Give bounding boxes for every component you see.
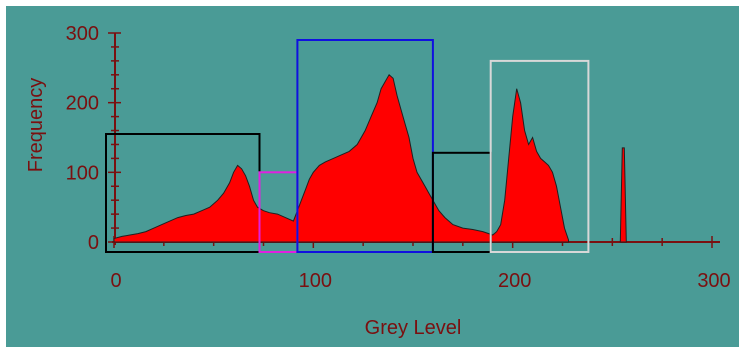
- y-tick-label-300: 300: [66, 23, 99, 45]
- y-axis-title: Frequency: [25, 78, 47, 173]
- x-tick-label-100: 100: [299, 270, 332, 292]
- histogram-series-0: [113, 74, 569, 243]
- x-axis-title: Grey Level: [365, 317, 462, 339]
- y-tick-label-0: 0: [88, 232, 99, 254]
- y-tick-label-200: 200: [66, 93, 99, 115]
- annotation-rect-4: [489, 59, 590, 254]
- histogram-series-1: [619, 147, 627, 243]
- x-tick-label-0: 0: [110, 270, 121, 292]
- x-tick-label-200: 200: [498, 270, 531, 292]
- annotation-rect-2: [296, 39, 434, 253]
- x-tick-label-300: 300: [697, 270, 730, 292]
- y-tick-label-100: 100: [66, 162, 99, 184]
